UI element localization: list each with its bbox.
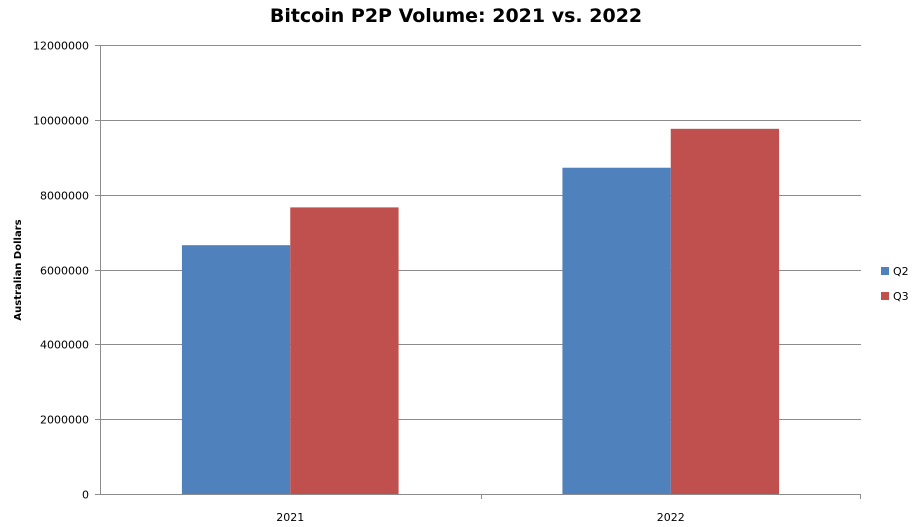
y-tick-label: 6000000: [40, 265, 89, 278]
bars: [181, 128, 780, 494]
legend-swatch-q3: [881, 292, 889, 300]
legend: Q2 Q3: [881, 265, 909, 303]
y-tick-label: 4000000: [40, 339, 89, 352]
axes: [95, 45, 861, 499]
bar-q2-2021: [181, 245, 291, 494]
y-tick-label: 12000000: [33, 40, 89, 53]
bar-q2-2022: [562, 167, 671, 494]
y-tick-label: 0: [82, 489, 89, 502]
bar-q3-2022: [670, 128, 780, 494]
legend-label-q2: Q2: [893, 265, 909, 278]
legend-swatch-q2: [881, 267, 889, 275]
tick-labels: 0 2000000 4000000 6000000 8000000 10000000 120…: [33, 40, 685, 525]
y-tick-label: 2000000: [40, 414, 89, 427]
chart-title: Bitcoin P2P Volume: 2021 vs. 2022: [270, 5, 642, 27]
x-tick-label: 2022: [657, 511, 685, 524]
legend-label-q3: Q3: [893, 290, 909, 303]
bar-q3-2021: [290, 207, 399, 494]
y-axis-label: Australian Dollars: [13, 219, 24, 320]
y-tick-label: 8000000: [40, 190, 89, 203]
y-tick-label: 10000000: [33, 115, 89, 128]
x-tick-label: 2021: [276, 511, 304, 524]
